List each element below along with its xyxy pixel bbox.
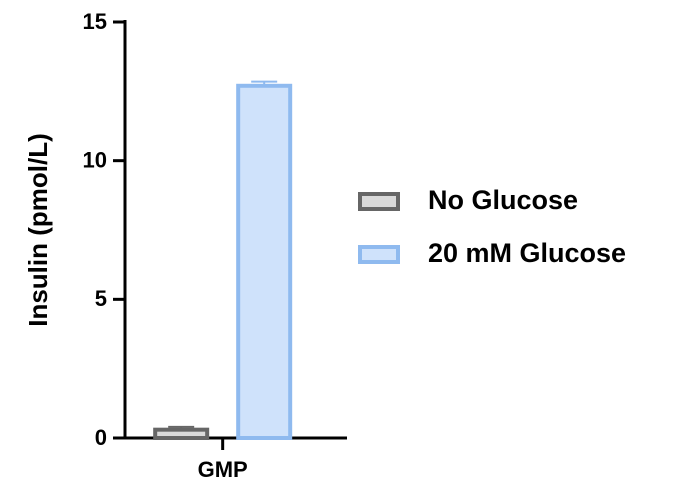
x-tick-label: GMP: [198, 457, 248, 482]
y-tick-label: 0: [95, 425, 107, 450]
y-tick-label: 15: [83, 9, 107, 34]
legend-label: 20 mM Glucose: [428, 238, 626, 268]
legend-swatch: [358, 192, 400, 211]
legend-label: No Glucose: [428, 185, 578, 215]
legend-swatch: [358, 245, 400, 264]
bar: [236, 83, 293, 441]
bar: [153, 427, 210, 440]
y-tick-label: 5: [95, 286, 107, 311]
y-tick-label: 10: [83, 147, 107, 172]
y-axis-label: Insulin (pmol/L): [23, 133, 53, 327]
